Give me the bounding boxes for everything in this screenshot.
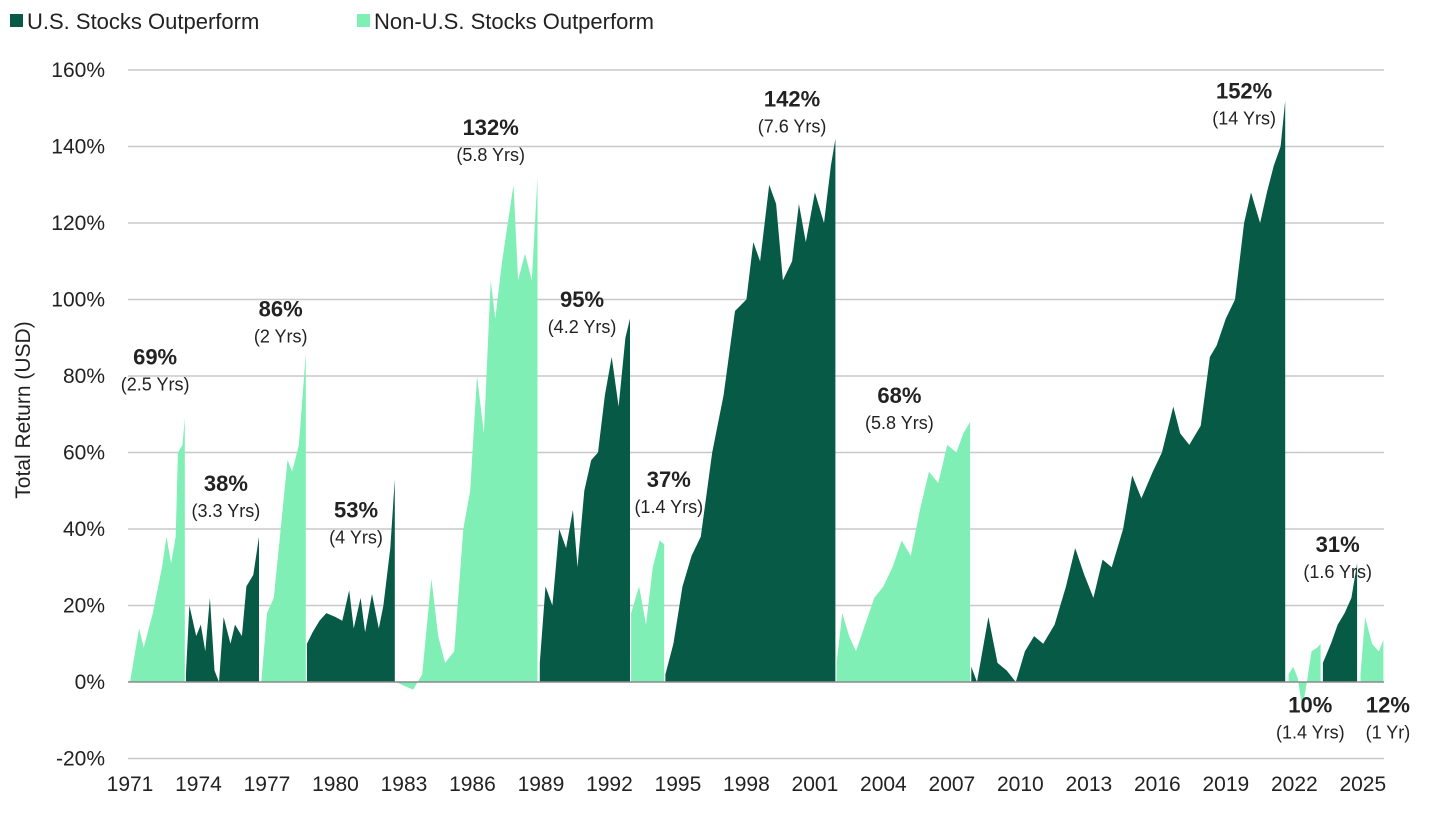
area-series: [130, 100, 1384, 709]
annotation: 68% (5.8 Yrs): [865, 383, 934, 433]
x-axis-ticks: 1971 1974 1977 1980 1983 1986 1989 1992 1995 1998…: [107, 773, 1387, 796]
annotation-duration: (1.6 Yrs): [1303, 562, 1372, 582]
y-tick-label: 80%: [63, 365, 105, 388]
annotations: 69% (2.5 Yrs) 38% (3.3 Yrs) 86% (2 Yrs) 53% (4 …: [121, 79, 1411, 743]
annotation: 95% (4.2 Yrs): [548, 287, 617, 337]
x-tick-label: 2016: [1134, 773, 1181, 796]
non-us-outperform-episode: [836, 421, 971, 682]
legend-swatch-non-us: [357, 14, 370, 27]
x-tick-label: 1989: [518, 773, 565, 796]
legend: U.S. Stocks Outperform Non-U.S. Stocks Ou…: [10, 9, 654, 34]
y-tick-label: 0%: [75, 671, 105, 694]
x-tick-label: 2010: [997, 773, 1044, 796]
annotation-duration: (1.4 Yrs): [634, 497, 703, 517]
annotation-duration: (2 Yrs): [254, 327, 308, 347]
non-us-outperform-episode: [1360, 617, 1384, 682]
us-outperform-episode: [1322, 563, 1358, 682]
legend-label: Non-U.S. Stocks Outperform: [374, 9, 654, 34]
x-tick-label: 2004: [860, 773, 907, 796]
y-tick-label: 40%: [63, 518, 105, 541]
annotation-duration: (14 Yrs): [1212, 109, 1276, 129]
annotation: 10% (1.4 Yrs): [1276, 693, 1345, 743]
x-tick-label: 1995: [655, 773, 702, 796]
annotation-duration: (2.5 Yrs): [121, 375, 190, 395]
non-us-outperform-episode: [631, 540, 665, 682]
us-outperform-episode: [306, 479, 395, 682]
annotation-duration: (1 Yr): [1366, 723, 1411, 743]
x-tick-label: 2022: [1271, 773, 1318, 796]
x-tick-label: 2007: [929, 773, 976, 796]
us-outperform-episode: [971, 100, 1286, 683]
x-tick-label: 1986: [449, 773, 496, 796]
non-us-outperform-episode: [395, 177, 538, 690]
annotation-return: 37%: [647, 467, 691, 492]
x-tick-label: 1974: [175, 773, 222, 796]
us-outperform-episode: [539, 318, 630, 682]
annotation: 31% (1.6 Yrs): [1303, 532, 1372, 582]
y-tick-label: 160%: [51, 59, 105, 82]
y-tick-label: 60%: [63, 442, 105, 465]
us-outperform-episode: [665, 138, 836, 682]
annotation-duration: (4.2 Yrs): [548, 317, 617, 337]
annotation-return: 31%: [1316, 532, 1360, 557]
non-us-outperform-episode: [261, 353, 306, 682]
annotation-return: 53%: [334, 498, 378, 523]
legend-swatch-us: [10, 14, 23, 27]
y-axis-label: Total Return (USD): [12, 321, 35, 498]
annotation-return: 68%: [877, 383, 921, 408]
x-tick-label: 1992: [586, 773, 633, 796]
x-tick-label: 2025: [1339, 773, 1386, 796]
annotation: 86% (2 Yrs): [254, 297, 308, 347]
y-axis-ticks: -20% 0% 20% 40% 60% 80% 100% 120% 140% 160%: [51, 59, 105, 771]
annotation-duration: (3.3 Yrs): [192, 501, 261, 521]
y-tick-label: 120%: [51, 212, 105, 235]
annotation-return: 86%: [259, 297, 303, 322]
x-tick-label: 1980: [312, 773, 359, 796]
us-outperform-episode: [185, 536, 259, 682]
annotation-return: 12%: [1366, 693, 1410, 718]
y-tick-label: 140%: [51, 136, 105, 159]
annotation-duration: (7.6 Yrs): [758, 116, 827, 136]
annotation: 37% (1.4 Yrs): [634, 467, 703, 517]
annotation: 12% (1 Yr): [1366, 693, 1411, 743]
annotation-return: 10%: [1288, 693, 1332, 718]
annotation: 152% (14 Yrs): [1212, 79, 1276, 129]
legend-label: U.S. Stocks Outperform: [27, 9, 259, 34]
annotation-return: 69%: [133, 345, 177, 370]
annotation: 69% (2.5 Yrs): [121, 345, 190, 395]
non-us-outperform-episode: [130, 418, 185, 682]
x-tick-label: 2001: [792, 773, 839, 796]
annotation-duration: (4 Yrs): [329, 528, 383, 548]
x-tick-label: 1983: [381, 773, 428, 796]
y-tick-label: 100%: [51, 289, 105, 312]
x-tick-label: 2013: [1066, 773, 1113, 796]
annotation: 38% (3.3 Yrs): [192, 471, 261, 521]
annotation-return: 152%: [1216, 79, 1272, 104]
y-tick-label: -20%: [56, 748, 105, 771]
annotation: 132% (5.8 Yrs): [456, 115, 525, 165]
non-us-outperform-episode: [1288, 643, 1321, 709]
y-tick-label: 20%: [63, 595, 105, 618]
x-tick-label: 1971: [107, 773, 154, 796]
annotation-duration: (5.8 Yrs): [865, 413, 934, 433]
annotation-return: 38%: [204, 471, 248, 496]
annotation-return: 95%: [560, 287, 604, 312]
annotation-return: 142%: [764, 86, 820, 111]
annotation-duration: (1.4 Yrs): [1276, 723, 1345, 743]
annotation: 142% (7.6 Yrs): [758, 86, 827, 136]
annotation-duration: (5.8 Yrs): [456, 145, 525, 165]
x-tick-label: 2019: [1202, 773, 1249, 796]
x-tick-label: 1977: [244, 773, 291, 796]
x-tick-label: 1998: [723, 773, 770, 796]
annotation: 53% (4 Yrs): [329, 498, 383, 548]
annotation-return: 132%: [463, 115, 519, 140]
